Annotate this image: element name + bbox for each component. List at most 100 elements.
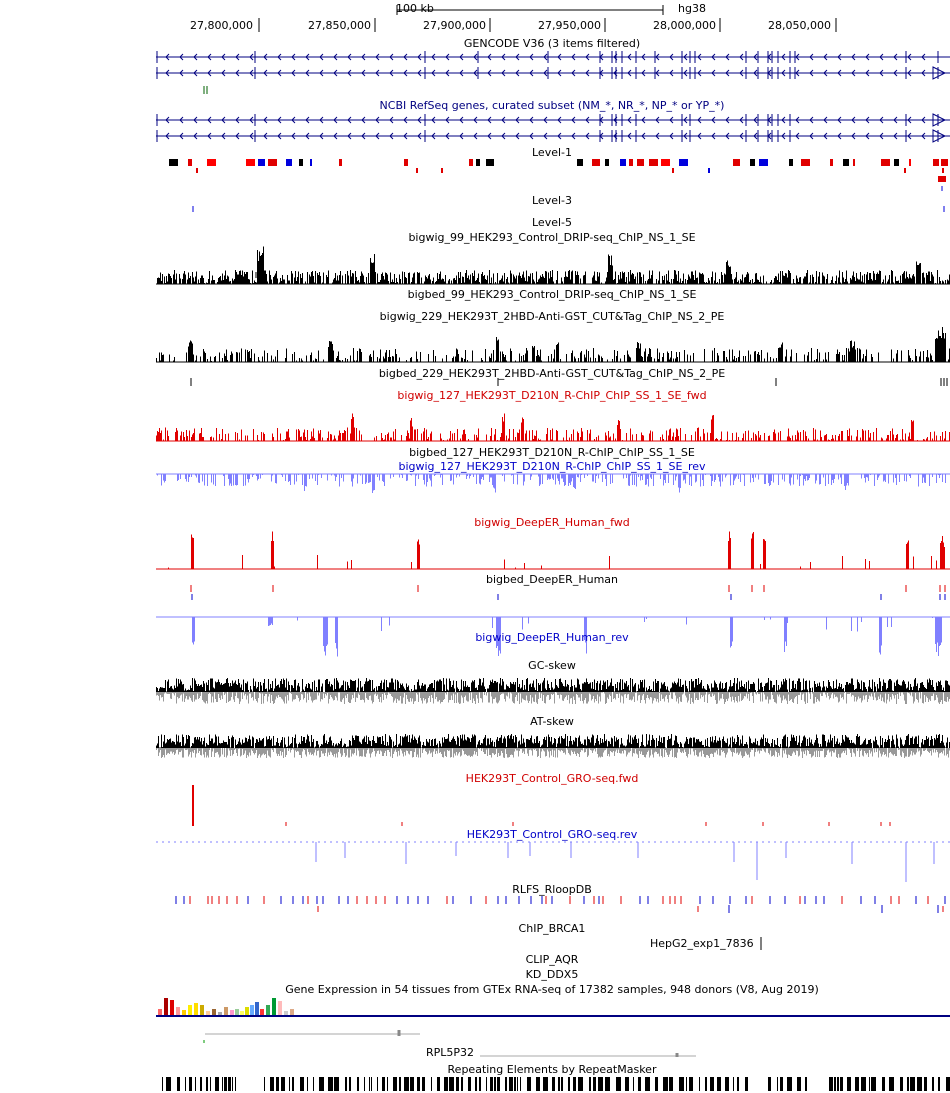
level1-block [404, 159, 408, 166]
strand-arrow [431, 69, 436, 77]
strand-arrow [739, 69, 744, 77]
strand-arrow [809, 69, 814, 77]
strand-arrow [417, 116, 422, 124]
strand-arrow [795, 69, 800, 77]
gene-end-arrow [932, 129, 947, 143]
strand-arrow [711, 116, 716, 124]
strand-arrow [725, 132, 730, 140]
level1-block [629, 159, 633, 166]
strand-arrow [725, 116, 730, 124]
level1-block [310, 159, 312, 166]
strand-arrow [165, 116, 170, 124]
strand-arrow [193, 69, 198, 77]
strand-arrow [501, 69, 506, 77]
strand-arrow [893, 132, 898, 140]
strand-arrow [221, 53, 226, 61]
strand-arrow [697, 132, 702, 140]
strand-arrow [669, 53, 674, 61]
strand-arrow [333, 69, 338, 77]
strand-arrow [249, 116, 254, 124]
strand-arrow [375, 69, 380, 77]
level1-block [258, 159, 265, 166]
strand-arrow [837, 132, 842, 140]
strand-arrow [907, 132, 912, 140]
strand-arrow [179, 132, 184, 140]
strand-arrow [571, 116, 576, 124]
level1-subblock [708, 168, 710, 173]
level1-block [476, 159, 480, 166]
strand-arrow [277, 69, 282, 77]
strand-arrow [851, 53, 856, 61]
strand-arrow [207, 53, 212, 61]
level1-block [246, 159, 255, 166]
strand-arrow [725, 69, 730, 77]
strand-arrow [473, 69, 478, 77]
strand-arrow [263, 53, 268, 61]
strand-arrow [823, 53, 828, 61]
strand-arrow [753, 69, 758, 77]
strand-arrow [697, 69, 702, 77]
strand-arrow [781, 69, 786, 77]
strand-arrow [557, 69, 562, 77]
strand-arrow [907, 116, 912, 124]
strand-arrow [305, 116, 310, 124]
strand-arrow [711, 53, 716, 61]
strand-arrow [781, 53, 786, 61]
strand-arrow [683, 132, 688, 140]
strand-arrow [571, 69, 576, 77]
level1-block [679, 159, 688, 166]
strand-arrow [529, 116, 534, 124]
level1-block [649, 159, 658, 166]
level1-block [853, 159, 855, 166]
strand-arrow [319, 132, 324, 140]
strand-arrow [501, 53, 506, 61]
strand-arrow [375, 132, 380, 140]
strand-arrow [879, 53, 884, 61]
strand-arrow [361, 132, 366, 140]
strand-arrow [851, 69, 856, 77]
strand-arrow [305, 53, 310, 61]
strand-arrow [207, 116, 212, 124]
level1-block [469, 159, 473, 166]
level1-subblock [904, 168, 906, 173]
strand-arrow [403, 116, 408, 124]
strand-arrow [319, 69, 324, 77]
level1-subblock [196, 168, 198, 173]
strand-arrow [725, 53, 730, 61]
strand-arrow [515, 132, 520, 140]
level1-subblock [441, 168, 443, 173]
strand-arrow [179, 116, 184, 124]
strand-arrow [585, 116, 590, 124]
strand-arrow [431, 53, 436, 61]
level1-subblock [416, 168, 418, 173]
strand-arrow [487, 53, 492, 61]
strand-arrow [445, 132, 450, 140]
strand-arrow [277, 116, 282, 124]
strand-arrow [865, 53, 870, 61]
strand-arrow [361, 69, 366, 77]
strand-arrow [921, 116, 926, 124]
strand-arrow [221, 69, 226, 77]
strand-arrow [655, 53, 660, 61]
strand-arrow [361, 116, 366, 124]
strand-arrow [179, 69, 184, 77]
strand-arrow [165, 132, 170, 140]
strand-arrow [277, 132, 282, 140]
level1-subblock [672, 168, 674, 173]
strand-arrow [487, 69, 492, 77]
strand-arrow [277, 53, 282, 61]
strand-arrow [753, 53, 758, 61]
strand-arrow [207, 69, 212, 77]
strand-arrow [165, 69, 170, 77]
level1-block [881, 159, 890, 166]
strand-arrow [249, 69, 254, 77]
level1-block [605, 159, 609, 166]
level1-block [268, 159, 277, 166]
strand-arrow [655, 132, 660, 140]
strand-arrow [487, 132, 492, 140]
strand-arrow [389, 53, 394, 61]
strand-arrow [683, 53, 688, 61]
strand-arrow [403, 53, 408, 61]
strand-arrow [697, 53, 702, 61]
